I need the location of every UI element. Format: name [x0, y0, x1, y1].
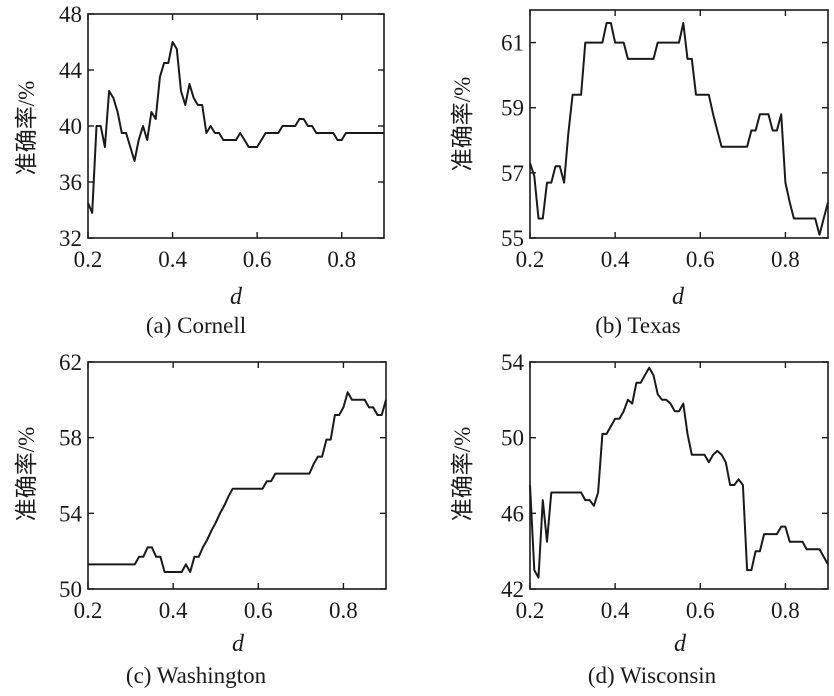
x-tick-label: 0.8 [329, 598, 358, 623]
series-line [87, 41, 384, 214]
panel-caption: (a) Cornell [146, 313, 246, 338]
x-tick-label: 0.4 [601, 598, 630, 623]
x-tick-label: 0.2 [516, 247, 545, 272]
y-tick-label: 61 [501, 31, 524, 56]
x-axis-label: d [674, 631, 687, 657]
y-tick-label: 50 [59, 577, 82, 602]
y-tick-label: 36 [59, 170, 82, 195]
y-tick-label: 55 [501, 226, 524, 251]
y-tick-label: 50 [501, 426, 524, 451]
x-tick-label: 0.6 [686, 598, 715, 623]
plot-frame [87, 13, 385, 239]
x-tick-label: 0.2 [516, 598, 545, 623]
panel-cornell: 准确率/% d (a) Cornell 0.2 0.4 0.6 0.8 32 36 40 44… [14, 2, 385, 338]
panel-texas: 准确率/% d (b) Texas 0.2 0.4 0.6 0.8 55 57 59 61 [450, 9, 829, 338]
x-tick-label: 0.4 [601, 247, 630, 272]
y-tick-label: 40 [59, 114, 82, 139]
x-axis-label: d [672, 284, 685, 310]
y-axis-label: 准确率/% [14, 81, 39, 176]
y-tick-label: 32 [59, 226, 82, 251]
x-tick-label: 0.8 [771, 247, 800, 272]
plot-frame [87, 361, 387, 590]
y-tick-label: 62 [59, 350, 82, 375]
y-tick-label: 48 [59, 2, 82, 27]
x-tick-label: 0.6 [686, 247, 715, 272]
plot-frame [529, 361, 829, 590]
y-tick-label: 54 [501, 350, 525, 375]
x-tick-label: 0.4 [159, 598, 188, 623]
x-tick-label: 0.6 [244, 598, 273, 623]
panel-caption: (b) Texas [595, 313, 681, 338]
series-line [529, 366, 829, 579]
panel-wisconsin: 准确率/% d (d) Wisconsin 0.2 0.4 0.6 0.8 42 46 50… [450, 350, 829, 688]
x-tick-label: 0.2 [74, 247, 103, 272]
x-tick-label: 0.4 [158, 247, 187, 272]
x-axis-label: d [230, 284, 243, 310]
series-line [88, 391, 387, 573]
x-tick-label: 0.2 [74, 598, 103, 623]
y-tick-label: 57 [501, 161, 524, 186]
y-tick-label: 42 [501, 577, 524, 602]
x-tick-label: 0.8 [327, 247, 356, 272]
panel-caption: (d) Wisconsin [588, 663, 717, 688]
series-line [529, 22, 829, 236]
y-tick-label: 54 [59, 501, 83, 526]
panel-washington: 准确率/% d (c) Washington 0.2 0.4 0.6 0.8 50 54 5… [14, 350, 387, 688]
y-axis-label: 准确率/% [14, 427, 39, 522]
y-tick-label: 58 [59, 426, 82, 451]
y-tick-label: 59 [501, 96, 524, 121]
plot-frame [529, 9, 829, 239]
x-axis-label: d [232, 631, 245, 657]
y-tick-label: 44 [59, 58, 83, 83]
y-axis-label: 准确率/% [450, 77, 475, 172]
panel-caption: (c) Washington [126, 663, 267, 688]
y-tick-label: 46 [501, 501, 524, 526]
y-axis-label: 准确率/% [450, 427, 475, 522]
x-tick-label: 0.8 [771, 598, 800, 623]
x-tick-label: 0.6 [243, 247, 272, 272]
